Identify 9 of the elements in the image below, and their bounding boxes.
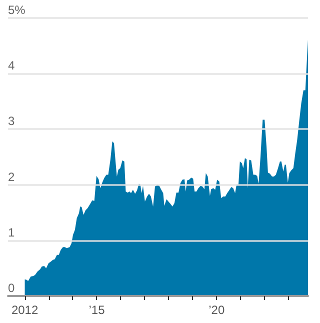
x-tick-label: 2012 bbox=[11, 303, 38, 317]
y-tick-label: 2 bbox=[8, 170, 15, 184]
y-tick-label: 5% bbox=[8, 3, 26, 17]
y-tick-label: 0 bbox=[8, 281, 15, 295]
y-tick-label: 1 bbox=[8, 225, 15, 240]
y-tick-label: 3 bbox=[8, 114, 15, 128]
y-tick-label: 4 bbox=[8, 58, 15, 73]
x-tick-label: ’15 bbox=[88, 303, 106, 317]
x-tick-label: ’20 bbox=[208, 303, 225, 317]
